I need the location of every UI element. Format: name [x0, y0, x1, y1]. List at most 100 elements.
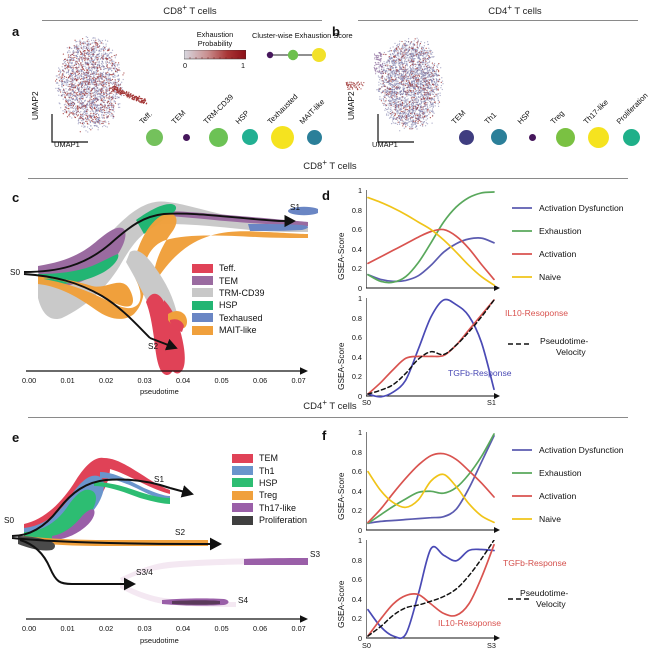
- xtick: 0.07: [291, 376, 306, 385]
- xticks-c: 0.00 0.01 0.02 0.03 0.04 0.05 0.06 0.07: [22, 376, 312, 388]
- series-exhaustion: [367, 433, 495, 525]
- legend-label: Naive: [539, 513, 561, 524]
- legend-item: TEM: [232, 452, 307, 464]
- colorbar-title: Exhaustion Probability: [183, 30, 247, 48]
- legend-label: Activation Dysfunction: [539, 444, 624, 455]
- cluster-label: TRM-CD39: [201, 92, 236, 126]
- yticks-f-bottom: 1 0.8 0.6 0.4 0.2 0: [344, 536, 362, 643]
- cluster-dot: [458, 129, 474, 145]
- stream-plot-cd4: [12, 457, 308, 607]
- xtick: 0.01: [60, 376, 75, 385]
- legend-f-top: Activation Dysfunction Exhaustion Activati…: [512, 438, 624, 530]
- dash-swatch-d: [508, 343, 532, 345]
- legend-swatch: [192, 263, 213, 273]
- cluster-label: TEM: [449, 108, 468, 126]
- dash-swatch-f: [508, 598, 532, 600]
- ytick: 0.2: [351, 614, 362, 624]
- ytick: 0.6: [351, 575, 362, 585]
- cluster-dot: [270, 125, 294, 149]
- legend-swatch: [192, 276, 213, 286]
- state-label-s4-e: S4: [238, 596, 249, 605]
- rule-bottom: [28, 417, 628, 419]
- chart-f-bottom: [366, 540, 500, 641]
- series-activation-dysfunction: [367, 236, 495, 283]
- series-exhaustion: [367, 191, 495, 284]
- xtick: 0.04: [176, 376, 191, 385]
- annotation-pseudotime-f: Pseudotime-: [520, 588, 569, 598]
- legend-item: Teff.: [192, 262, 265, 274]
- section-title-cd4-top: CD4+ T cells: [488, 3, 542, 18]
- ytick: 1: [357, 428, 362, 437]
- cluster-label: Texhausted: [265, 92, 300, 126]
- ytick: 0.8: [351, 447, 362, 457]
- state-label-s34-e: S3/4: [136, 568, 153, 577]
- ytick: 0: [357, 634, 362, 643]
- legend-line-swatch: [512, 471, 532, 474]
- panel-letter-b: b: [332, 24, 340, 39]
- cluster-dot: [528, 133, 536, 141]
- cluster-dot: [587, 126, 609, 148]
- legend-item: Naive: [512, 507, 624, 530]
- annotation-velocity-d: Velocity: [556, 347, 586, 357]
- legend-label: TRM-CD39: [219, 287, 265, 298]
- xtick-f-s0: S0: [362, 641, 371, 650]
- chart-d-bottom: [366, 298, 500, 399]
- series-naive: [367, 470, 495, 524]
- colorbar-title-line2: Probability: [197, 39, 233, 48]
- series-pseudotime-velocity: [367, 299, 495, 395]
- legend-label: Activation Dysfunction: [539, 202, 624, 213]
- cluster-dot: [208, 127, 228, 147]
- cluster-dot: [242, 129, 258, 145]
- xtick: 0.02: [99, 376, 114, 385]
- series-tgfb-response: [367, 298, 495, 398]
- legend-item: Th17-like: [232, 502, 307, 514]
- colorbar-title-line1: Exhaustion: [196, 30, 234, 39]
- chart-f-top: [366, 432, 500, 533]
- annotation-il10-d: IL10-Resoponse: [505, 308, 569, 318]
- panel-letter-a: a: [12, 24, 20, 39]
- legend-label: Exhaustion: [539, 467, 582, 478]
- ytick: 0.4: [351, 486, 362, 496]
- ytick: 0: [357, 526, 362, 535]
- xtick: 0.07: [291, 624, 306, 633]
- legend-line-swatch: [512, 448, 532, 451]
- xtick: 0.01: [60, 624, 75, 633]
- legend-label: Proliferation: [259, 515, 308, 526]
- legend-line-swatch: [512, 517, 532, 520]
- series-il10-resoponse: [367, 543, 495, 637]
- exhaustion-probability-colorbar: [184, 50, 246, 60]
- xtick: 0.03: [137, 376, 152, 385]
- cluster-score-legend-dots: [266, 48, 326, 62]
- xtick: 0.00: [22, 376, 37, 385]
- legend-label: TEM: [259, 453, 278, 464]
- xtick-d-s1: S1: [487, 398, 496, 407]
- cluster-label: Th17-like: [581, 97, 611, 126]
- cluster-dot: [491, 129, 507, 145]
- ytick: 0.6: [351, 333, 362, 343]
- cluster-label: HSP: [515, 108, 534, 126]
- legend-item: Exhaustion: [512, 461, 624, 484]
- series-activation: [367, 452, 495, 524]
- cluster-score-legend-title: Cluster-wise Exhaustion Score: [252, 31, 353, 40]
- axis-pseudotime-e: [26, 615, 308, 623]
- state-label-s0-c: S0: [10, 268, 21, 277]
- ytick: 0.2: [351, 506, 362, 516]
- xtick: 0.05: [214, 376, 229, 385]
- legend-item: TEM: [192, 274, 265, 286]
- legend-swatch: [232, 478, 253, 488]
- rule-top-right: [358, 20, 638, 22]
- legend-line-swatch: [512, 494, 532, 497]
- xtick: 0.03: [137, 624, 152, 633]
- legend-item: Activation Dysfunction: [512, 196, 624, 219]
- section-title-cd8-top: CD8+ T cells: [163, 3, 217, 18]
- ytick: 0.2: [351, 372, 362, 382]
- legend-item: Proliferation: [232, 514, 307, 526]
- ytick: 0.8: [351, 313, 362, 323]
- legend-cd8-clusters: Teff. TEM TRM-CD39 HSP Texhaused MAIT-like: [192, 262, 265, 336]
- legend-label: TEM: [219, 275, 238, 286]
- xtick: 0.06: [253, 624, 268, 633]
- section-title-cd4-bottom: CD4+ T cells: [303, 398, 357, 413]
- ytick: 0: [357, 284, 362, 293]
- series-naive: [367, 196, 495, 286]
